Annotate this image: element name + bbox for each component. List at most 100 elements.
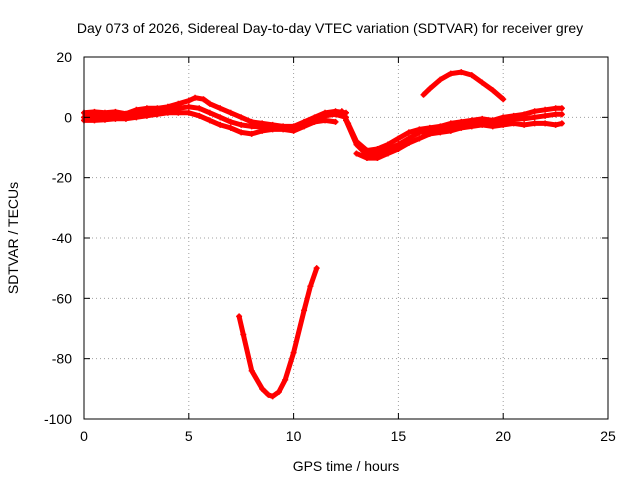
data-point xyxy=(322,117,329,124)
data-point xyxy=(265,391,272,398)
x-tick-label: 10 xyxy=(286,428,302,444)
data-point xyxy=(290,127,297,134)
series-layer xyxy=(81,69,565,400)
data-point xyxy=(238,121,245,128)
data-point xyxy=(175,109,182,116)
data-point xyxy=(558,120,565,127)
series-deep-v xyxy=(236,265,320,399)
data-point xyxy=(301,123,308,130)
data-point xyxy=(301,307,308,314)
data-point xyxy=(558,111,565,118)
data-point xyxy=(307,283,314,290)
data-point xyxy=(185,97,192,104)
data-point xyxy=(338,108,345,115)
data-point xyxy=(240,331,247,338)
data-point xyxy=(154,111,161,118)
data-point xyxy=(374,155,381,162)
y-tick-label: -80 xyxy=(52,351,72,367)
data-point xyxy=(238,129,245,136)
data-point xyxy=(332,118,339,125)
data-point xyxy=(542,112,549,119)
data-point xyxy=(420,91,427,98)
series-dip-middle xyxy=(343,111,565,158)
data-point xyxy=(542,120,549,127)
data-point xyxy=(447,70,454,77)
series-upper-arc xyxy=(421,69,506,102)
data-point xyxy=(248,130,255,137)
data-point xyxy=(313,265,320,272)
axis-ticks: 0 5 10 15 20 25 -100 -80 -60 -40 -20 0 20 xyxy=(44,49,616,444)
data-point xyxy=(200,96,207,103)
y-axis-label: SDTVAR / TECUs xyxy=(5,182,21,294)
data-point xyxy=(280,126,287,133)
data-point xyxy=(447,127,454,134)
x-tick-label: 5 xyxy=(185,428,193,444)
data-point xyxy=(196,105,203,112)
data-point xyxy=(332,111,339,118)
data-point xyxy=(227,118,234,125)
data-point xyxy=(426,130,433,137)
data-point xyxy=(542,106,549,113)
y-tick-label: -100 xyxy=(44,411,72,427)
data-point xyxy=(311,118,318,125)
data-point xyxy=(458,69,465,76)
x-tick-label: 15 xyxy=(391,428,407,444)
data-point xyxy=(558,105,565,112)
data-point xyxy=(500,121,507,128)
data-point xyxy=(259,127,266,134)
data-point xyxy=(405,129,412,136)
data-point xyxy=(363,155,370,162)
data-point xyxy=(227,124,234,131)
data-point xyxy=(238,114,245,121)
data-point xyxy=(552,105,559,112)
data-point xyxy=(112,115,119,122)
y-tick-label: -20 xyxy=(52,170,72,186)
data-point xyxy=(552,111,559,118)
data-point xyxy=(143,112,150,119)
data-point xyxy=(236,313,243,320)
data-point xyxy=(227,109,234,116)
data-point xyxy=(479,121,486,128)
data-point xyxy=(521,121,528,128)
data-point xyxy=(259,385,266,392)
data-point xyxy=(531,120,538,127)
data-point xyxy=(468,123,475,130)
y-tick-label: 0 xyxy=(64,109,72,125)
data-point xyxy=(91,117,98,124)
data-point xyxy=(217,105,224,112)
data-point xyxy=(552,121,559,128)
data-point xyxy=(468,72,475,79)
data-point xyxy=(185,109,192,116)
y-tick-label: -40 xyxy=(52,230,72,246)
data-point xyxy=(353,150,360,157)
data-point xyxy=(206,109,213,116)
data-point xyxy=(500,96,507,103)
x-tick-label: 0 xyxy=(80,428,88,444)
data-point xyxy=(353,141,360,148)
data-point xyxy=(217,114,224,121)
data-point xyxy=(206,117,213,124)
data-point xyxy=(395,135,402,142)
data-point xyxy=(192,94,199,101)
data-point xyxy=(384,150,391,157)
x-tick-label: 25 xyxy=(600,428,616,444)
x-tick-label: 20 xyxy=(495,428,511,444)
data-point xyxy=(248,123,255,130)
data-point xyxy=(275,388,282,395)
data-point xyxy=(405,139,412,146)
data-point xyxy=(489,87,496,94)
data-point xyxy=(217,121,224,128)
data-point xyxy=(290,349,297,356)
data-point xyxy=(531,108,538,115)
data-point xyxy=(343,117,349,124)
y-tick-label: -60 xyxy=(52,290,72,306)
data-point xyxy=(531,114,538,121)
data-point xyxy=(479,79,486,86)
data-point xyxy=(521,115,528,122)
y-tick-label: 20 xyxy=(56,49,72,65)
data-point xyxy=(282,376,289,383)
data-point xyxy=(437,76,444,83)
data-point xyxy=(437,129,444,136)
data-point xyxy=(185,103,192,110)
